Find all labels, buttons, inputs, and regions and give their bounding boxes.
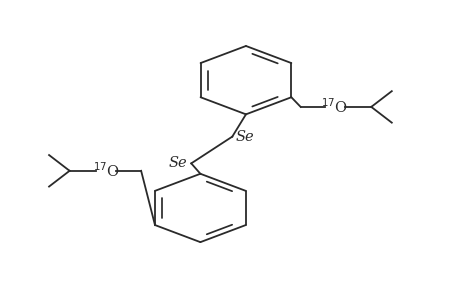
Text: $^{17}$O: $^{17}$O: [321, 98, 347, 116]
Text: Se: Se: [235, 130, 254, 144]
Text: Se: Se: [168, 156, 187, 170]
Text: $^{17}$O: $^{17}$O: [92, 161, 119, 180]
